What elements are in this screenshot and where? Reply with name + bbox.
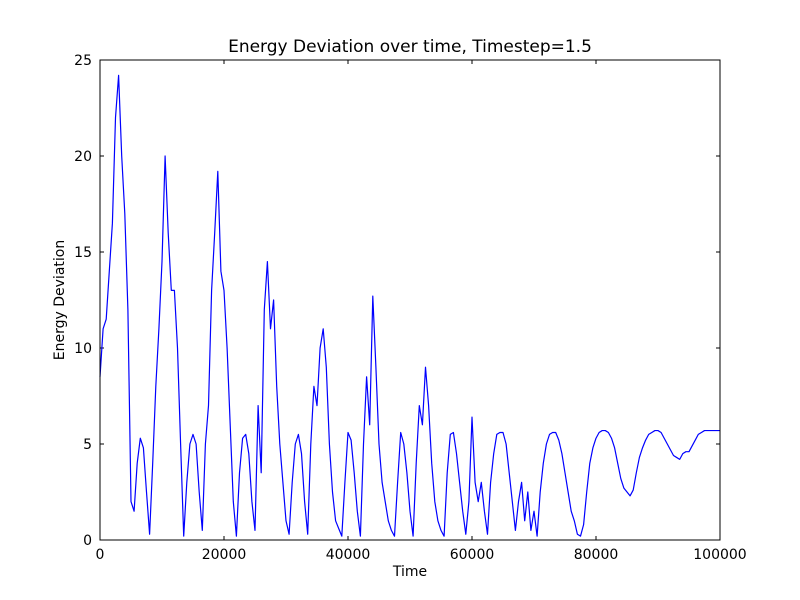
y-tick-label: 0 xyxy=(83,533,92,549)
y-tick-label: 5 xyxy=(83,437,92,453)
x-tick-label: 0 xyxy=(96,547,105,563)
y-tick-label: 10 xyxy=(74,341,92,357)
y-tick-label: 25 xyxy=(74,53,92,69)
x-tick-label: 80000 xyxy=(574,547,619,563)
y-axis-label: Energy Deviation xyxy=(52,240,68,360)
chart-title: Energy Deviation over time, Timestep=1.5 xyxy=(228,37,592,57)
x-tick-label: 40000 xyxy=(326,547,371,563)
y-tick-label: 15 xyxy=(74,245,92,261)
x-tick-label: 60000 xyxy=(450,547,495,563)
y-tick-label: 20 xyxy=(74,149,92,165)
data-line xyxy=(99,74,720,537)
x-tick-label: 100000 xyxy=(693,547,746,563)
x-tick-label: 20000 xyxy=(202,547,247,563)
plot-frame xyxy=(99,59,721,541)
x-axis-label: Time xyxy=(392,564,427,580)
